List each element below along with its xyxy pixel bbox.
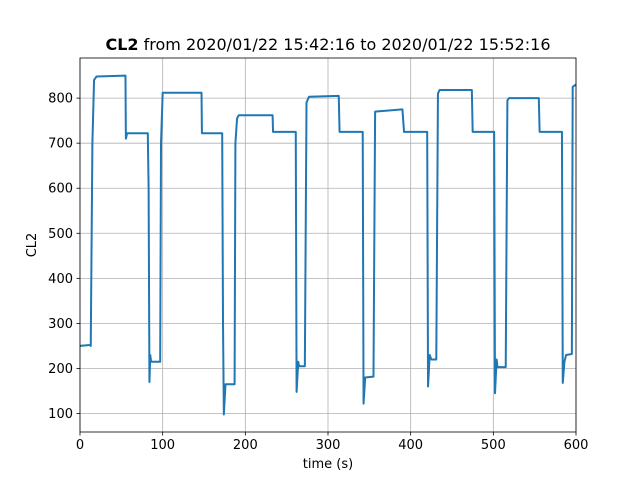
- title-variable: CL2: [105, 35, 138, 54]
- plot-frame: [79, 57, 577, 433]
- y-tick-label: 500: [48, 227, 73, 242]
- y-tick-label: 600: [48, 182, 73, 197]
- chart-title: CL2 from 2020/01/22 15:42:16 to 2020/01/…: [105, 35, 550, 54]
- y-tick-label: 800: [48, 92, 73, 107]
- x-tick-label: 200: [233, 438, 258, 453]
- x-tick-label: 500: [481, 438, 506, 453]
- x-tick-label: 400: [398, 438, 423, 453]
- y-tick-label: 300: [48, 317, 73, 332]
- data-line: [79, 74, 577, 416]
- y-axis-label: CL2: [25, 233, 40, 258]
- y-tick-label: 200: [48, 362, 73, 377]
- x-axis-label: time (s): [303, 457, 353, 472]
- y-tick-label: 100: [48, 407, 73, 422]
- x-tick-label: 0: [76, 438, 84, 453]
- x-tick-label: 600: [564, 438, 589, 453]
- title-text: from 2020/01/22 15:42:16 to 2020/01/22 1…: [144, 35, 551, 54]
- x-tick-label: 100: [150, 438, 175, 453]
- y-tick-label: 400: [48, 272, 73, 287]
- x-tick-label: 300: [316, 438, 341, 453]
- y-tick-label: 700: [48, 137, 73, 152]
